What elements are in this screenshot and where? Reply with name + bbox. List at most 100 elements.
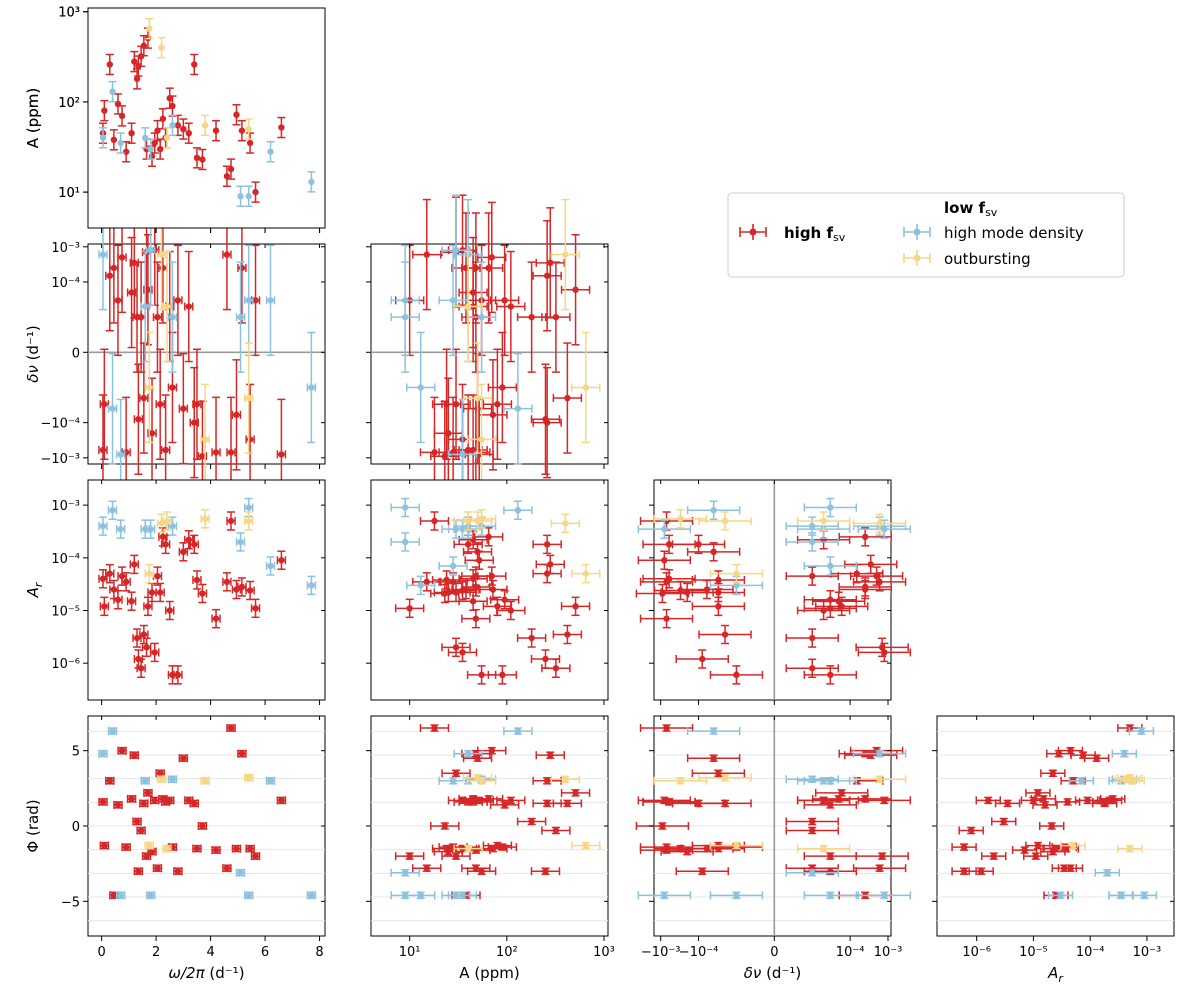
data-point [405,575,436,596]
data-marker [128,598,135,605]
y-axis-label-Ar: Ar [24,581,45,598]
data-point [390,532,420,552]
data-marker [146,25,153,32]
data-marker [985,797,992,804]
data-point [139,624,149,645]
data-marker [459,587,466,594]
data-point [107,727,118,736]
data-marker [106,61,113,68]
data-point [405,891,436,900]
y-tick-label: 0 [72,820,80,835]
data-marker [174,868,182,875]
data-marker [109,405,116,412]
data-marker [402,869,409,876]
data-marker [582,384,590,391]
data-point [231,844,242,853]
data-marker [147,246,154,254]
data-marker [488,254,495,261]
data-point [560,234,591,346]
data-marker [876,750,883,757]
data-marker [245,125,252,133]
data-point [560,596,591,617]
data-point [243,244,254,357]
data-point [192,570,202,590]
data-point [98,516,108,536]
data-point [126,794,137,803]
data-point [803,852,858,861]
data-marker [659,822,666,830]
data-marker [1057,892,1064,899]
data-marker [163,303,171,310]
data-point [550,513,581,534]
data-marker [278,797,285,804]
data-point [184,250,194,363]
data-marker [146,570,153,577]
data-point [265,556,276,576]
data-marker [99,522,107,530]
data-point [390,244,420,357]
data-point [803,891,858,900]
data-point [109,129,118,151]
data-point [243,342,254,454]
data-marker [809,522,816,530]
data-point [251,181,260,203]
data-marker [151,649,158,656]
data-point [133,363,144,475]
data-point [190,53,199,76]
data-marker [459,649,466,656]
data-marker [169,102,176,110]
data-point [167,775,178,784]
data-point [394,852,425,861]
data-marker [721,774,729,781]
data-marker [562,520,569,527]
data-marker [665,541,673,548]
data-marker [101,107,108,114]
data-marker [499,384,506,391]
data-point [532,776,562,785]
data-point [496,796,526,805]
data-marker [423,251,430,258]
data-marker [245,394,252,402]
series-high_mode_density [637,497,912,596]
data-point [276,796,287,805]
data-marker [402,538,409,546]
data-point [803,556,858,576]
data-point [157,36,166,59]
data-marker [431,449,438,456]
data-marker [1061,864,1068,872]
data-point [149,642,160,663]
data-marker [308,178,315,186]
data-marker [417,384,424,391]
data-point [447,580,478,601]
data-point [235,261,246,373]
data-marker [144,789,152,797]
data-marker [499,671,506,679]
data-point [516,817,547,826]
data-marker [878,852,886,860]
data-marker [237,869,244,876]
data-marker [572,789,579,797]
data-marker [881,525,888,533]
data-point [503,352,533,465]
data-point [143,788,153,797]
data-point [530,867,561,876]
data-marker [469,598,477,605]
data-marker [114,596,122,603]
data-point [671,799,726,808]
data-point [99,348,110,460]
y-tick-label: 10⁻³ [51,499,80,514]
data-point [496,250,526,363]
data-marker [135,416,142,423]
x-tick-label: 10⁻⁶ [962,945,991,960]
y-tick-label: 10⁻⁵ [51,604,80,619]
data-point [173,244,183,357]
data-point [143,596,153,617]
data-point [1068,776,1095,785]
data-marker [246,845,254,852]
data-marker [710,754,717,762]
series-high_mode_density [637,727,912,900]
data-point [958,826,984,835]
data-point [838,794,892,803]
data-point [113,800,123,809]
